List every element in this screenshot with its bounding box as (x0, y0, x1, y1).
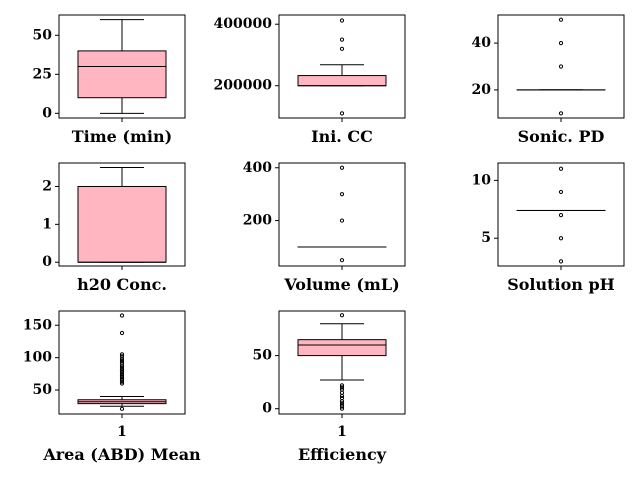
outlier-point (339, 401, 345, 406)
outlier-point (339, 18, 345, 23)
x-axis-label: Solution pH (507, 275, 615, 294)
outlier-point (119, 406, 125, 411)
outlier-point (119, 356, 125, 362)
x-tick-label: 1 (117, 424, 127, 440)
outlier-point (339, 46, 345, 51)
y-tick-label: 0 (42, 105, 52, 121)
y-tick-label: 200000 (214, 78, 273, 94)
outlier-point (119, 381, 125, 386)
y-tick-label: 2 (42, 178, 52, 194)
subplot: 200000 400000 Ini. CC (214, 14, 406, 146)
subplot: 0 50 1 Efficiency (253, 310, 406, 464)
box-iqr (77, 50, 167, 99)
outlier-point (558, 64, 564, 69)
y-tick-label: 5 (481, 230, 491, 246)
y-tick-label: 40 (472, 35, 492, 51)
outlier-point (119, 365, 125, 370)
outlier-point (558, 17, 564, 22)
y-tick-label: 200 (243, 213, 272, 229)
x-axis-label: Volume (mL) (283, 275, 399, 294)
y-tick-label: 0 (262, 401, 272, 417)
x-axis-label: Sonic. PD (518, 127, 605, 146)
outlier-point (119, 360, 125, 365)
subplot: 0 1 2 h20 Conc. (42, 162, 186, 294)
subplot: 5 10 Solution pH (472, 162, 625, 294)
outlier-point (558, 166, 564, 171)
outlier-point (119, 363, 125, 368)
outlier-point (558, 259, 564, 264)
axes-frame (497, 14, 625, 119)
x-axis-label: Area (ABD) Mean (42, 445, 201, 464)
y-tick-label: 150 (23, 317, 52, 333)
y-tick-label: 50 (33, 27, 53, 43)
y-tick-label: 20 (472, 82, 492, 98)
subplot: 200 400 Volume (mL) (243, 160, 406, 294)
axes-frame (278, 162, 406, 267)
outlier-point (339, 258, 345, 263)
y-tick-label: 400 (243, 160, 272, 176)
outlier-point (339, 395, 345, 401)
axes-frame (497, 162, 625, 267)
outlier-point (339, 218, 345, 223)
outlier-point (339, 387, 345, 392)
outlier-point (339, 111, 345, 116)
outlier-point (339, 383, 345, 388)
outlier-point (558, 189, 564, 195)
box-iqr (297, 339, 387, 357)
x-axis-label: Ini. CC (311, 127, 373, 146)
y-tick-label: 100 (23, 350, 52, 366)
outlier-point (339, 403, 345, 408)
outlier-point (119, 313, 125, 318)
subplot: 0 25 50 Time (min) (33, 14, 186, 146)
x-tick-label: 1 (337, 424, 347, 440)
outlier-point (339, 165, 345, 170)
y-tick-label: 10 (472, 172, 492, 188)
y-tick-label: 50 (33, 382, 53, 398)
box-iqr (77, 185, 167, 263)
subplot: 20 40 Sonic. PD (472, 14, 625, 146)
outlier-point (119, 354, 125, 359)
outlier-point (339, 192, 345, 197)
outlier-point (558, 111, 564, 116)
outlier-point (119, 358, 125, 363)
x-axis-label: Efficiency (298, 445, 387, 464)
y-tick-label: 0 (42, 254, 52, 270)
y-tick-label: 1 (42, 216, 52, 232)
outlier-point (339, 385, 345, 390)
outlier-point (119, 330, 125, 336)
y-tick-label: 50 (253, 348, 273, 364)
outlier-point (558, 40, 564, 46)
outlier-point (339, 37, 345, 42)
y-tick-label: 25 (33, 66, 52, 82)
outlier-point (119, 373, 125, 378)
outlier-point (339, 313, 345, 318)
subplot: 50 100 150 1 Area (ABD) Mean (23, 310, 201, 464)
x-axis-label: h20 Conc. (77, 275, 167, 294)
outlier-point (558, 236, 564, 241)
y-tick-label: 400000 (214, 16, 273, 32)
outlier-point (558, 212, 564, 218)
outlier-point (119, 352, 125, 357)
x-axis-label: Time (min) (72, 127, 172, 146)
box-iqr (297, 75, 387, 87)
outlier-point (119, 367, 125, 372)
